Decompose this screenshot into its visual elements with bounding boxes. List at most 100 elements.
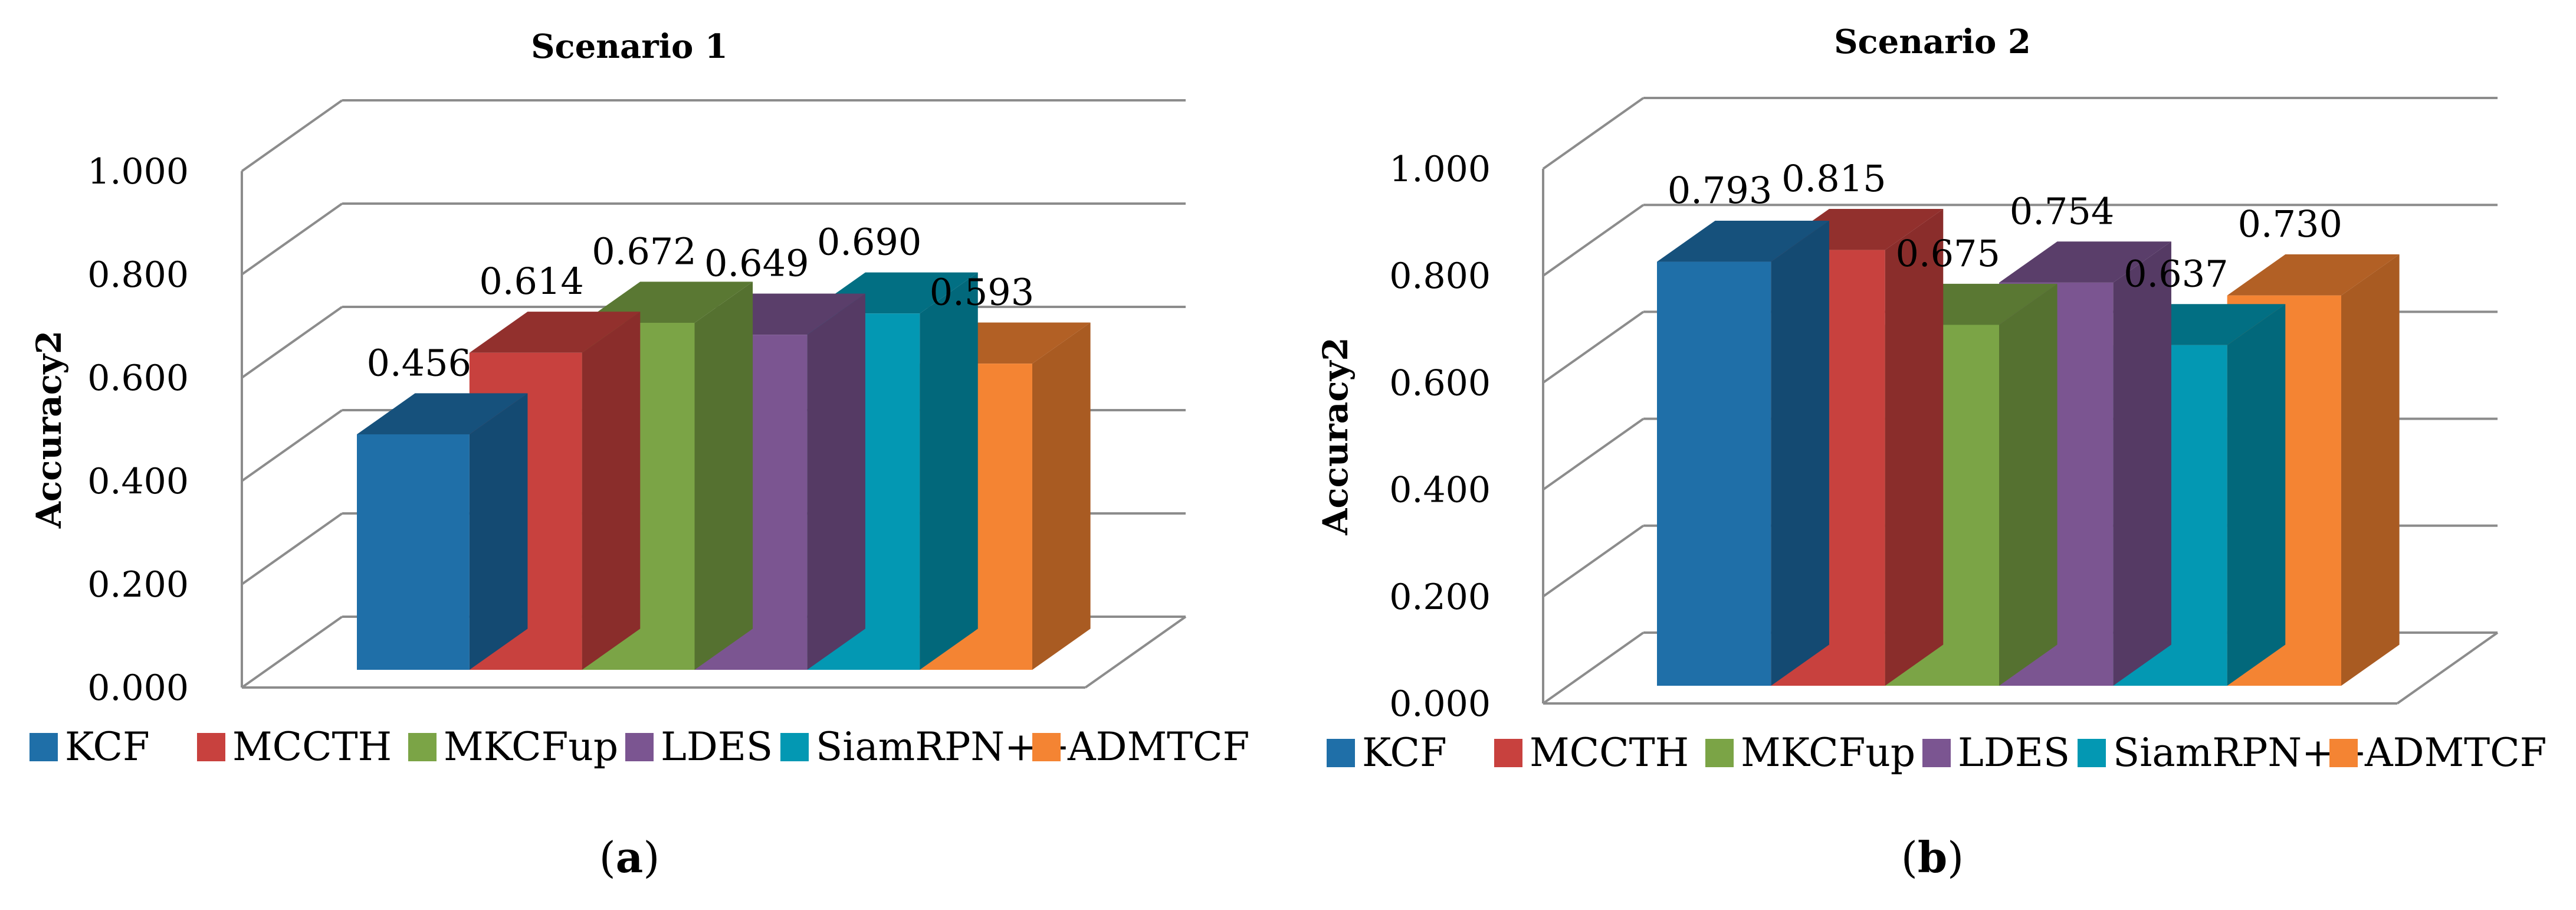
y-tick-label: 0.600 <box>87 358 189 399</box>
bar-side <box>2113 241 2171 686</box>
y-tick-label: 0.800 <box>87 254 189 296</box>
y-tick-label: 1.000 <box>1389 149 1491 190</box>
caption-close: ) <box>643 833 659 882</box>
legend-label: KCF <box>65 724 150 770</box>
data-label: 0.637 <box>2124 252 2229 295</box>
panel-caption: (b) <box>1901 832 1964 882</box>
gridline-diagonal <box>1542 525 1645 598</box>
bar-front <box>1657 261 1771 686</box>
panel-caption: (a) <box>599 832 660 882</box>
floor-right-edge <box>2396 631 2499 705</box>
caption-letter: a <box>616 832 644 882</box>
y-tick-label: 0.600 <box>1389 362 1491 404</box>
bar-side <box>807 293 865 670</box>
y-tick-label: 0.400 <box>1389 470 1491 511</box>
chart-panel-a: Scenario 1 Accuracy2 0.000 0.200 0.400 0.600 0… <box>29 27 1249 882</box>
y-tick-label: 0.400 <box>87 461 189 502</box>
bar-side <box>1771 220 1829 686</box>
legend-swatch <box>1705 739 1734 767</box>
bars <box>1657 209 2400 686</box>
bar-top <box>1657 220 1829 262</box>
bar-kcf <box>1657 220 1829 686</box>
legend-label: SiamRPN++ <box>816 724 1070 770</box>
y-tick-label: 0.000 <box>87 667 189 709</box>
legend-swatch <box>780 733 809 761</box>
data-label: 0.675 <box>1895 232 2000 275</box>
caption-open: ( <box>1901 833 1918 882</box>
legend-label: LDES <box>661 724 773 770</box>
data-label: 0.815 <box>1781 157 1886 200</box>
gridline-diagonal <box>241 202 343 276</box>
data-label: 0.649 <box>704 242 809 285</box>
gridline-diagonal <box>1542 417 1645 491</box>
legend-swatch <box>2078 739 2106 767</box>
data-label: 0.593 <box>930 271 1035 314</box>
caption-open: ( <box>599 833 616 882</box>
gridline-diagonal <box>241 409 343 482</box>
y-axis-label: Accuracy2 <box>29 330 69 529</box>
gridline-diagonal <box>241 616 343 689</box>
bar-front <box>357 434 470 670</box>
bar-side <box>469 393 528 670</box>
legend-swatch <box>1032 733 1061 761</box>
chart-a-svg: Scenario 1 Accuracy2 0.000 0.200 0.400 0.600 0… <box>29 27 1249 882</box>
bar-side <box>694 281 753 670</box>
legend-swatch <box>29 733 58 761</box>
data-label: 0.793 <box>1668 169 1773 212</box>
caption-close: ) <box>1947 833 1964 882</box>
bar-top <box>469 312 641 353</box>
bar-side <box>1885 209 1944 686</box>
bar-top <box>2227 254 2400 296</box>
floor-right-edge <box>1084 616 1187 689</box>
legend-swatch <box>1494 739 1522 767</box>
legend-label: SiamRPN++ <box>2113 730 2367 775</box>
data-label: 0.730 <box>2237 202 2342 245</box>
gridline-diagonal <box>1542 631 1645 705</box>
y-tick-label: 0.200 <box>1389 577 1491 618</box>
y-axis-label: Accuracy2 <box>1315 337 1356 535</box>
legend-swatch <box>1922 739 1951 767</box>
legend-swatch <box>408 733 437 761</box>
data-label: 0.690 <box>817 221 922 264</box>
chart-title: Scenario 2 <box>1834 22 2031 61</box>
y-tick-label: 0.800 <box>1389 256 1491 297</box>
legend-label: MKCFup <box>1741 730 1915 775</box>
bar-side <box>1032 322 1091 670</box>
bar-side <box>2341 254 2400 686</box>
bar-side <box>2227 304 2286 686</box>
y-tick-label: 0.200 <box>87 564 189 605</box>
legend-swatch <box>625 733 654 761</box>
data-label: 0.754 <box>2010 189 2115 233</box>
legend-label: ADMTCF <box>1067 724 1249 770</box>
bar-side <box>582 312 641 670</box>
legend-label: KCF <box>1362 730 1447 775</box>
legend-label: ADMTCF <box>2364 730 2547 775</box>
gridline-diagonal <box>1542 97 1645 170</box>
bars <box>357 272 1091 670</box>
legend-swatch <box>2329 739 2358 767</box>
data-label: 0.614 <box>479 260 584 303</box>
legend-label: LDES <box>1958 730 2070 775</box>
data-label: 0.456 <box>367 341 472 384</box>
legend-label: MCCTH <box>1530 730 1689 775</box>
gridline-diagonal <box>1542 204 1645 277</box>
gridline-diagonal <box>241 306 343 379</box>
bar-top <box>357 393 528 434</box>
bar-top <box>1999 241 2171 283</box>
gridline-diagonal <box>241 99 343 172</box>
gridline-diagonal <box>1542 310 1645 384</box>
y-tick-label: 0.000 <box>1389 683 1491 725</box>
legend: KCF MCCTH MKCFup LDES SiamRPN++ADMTCF <box>1327 730 2547 775</box>
bar-kcf <box>357 393 528 670</box>
legend-label: MKCFup <box>444 724 618 770</box>
bar-side <box>920 272 978 670</box>
legend-swatch <box>197 733 225 761</box>
legend: KCF MCCTH MKCFup LDES SiamRPN++ADMTCF <box>29 724 1249 770</box>
y-tick-label: 1.000 <box>87 151 189 192</box>
chart-b-svg: Scenario 2 Accuracy2 0.000 0.200 0.400 0.600 0… <box>1315 22 2547 882</box>
gridline-diagonal <box>241 512 343 585</box>
caption-letter: b <box>1918 832 1947 882</box>
bar-side <box>1999 283 2057 686</box>
legend-swatch <box>1327 739 1355 767</box>
legend-label: MCCTH <box>232 724 392 770</box>
